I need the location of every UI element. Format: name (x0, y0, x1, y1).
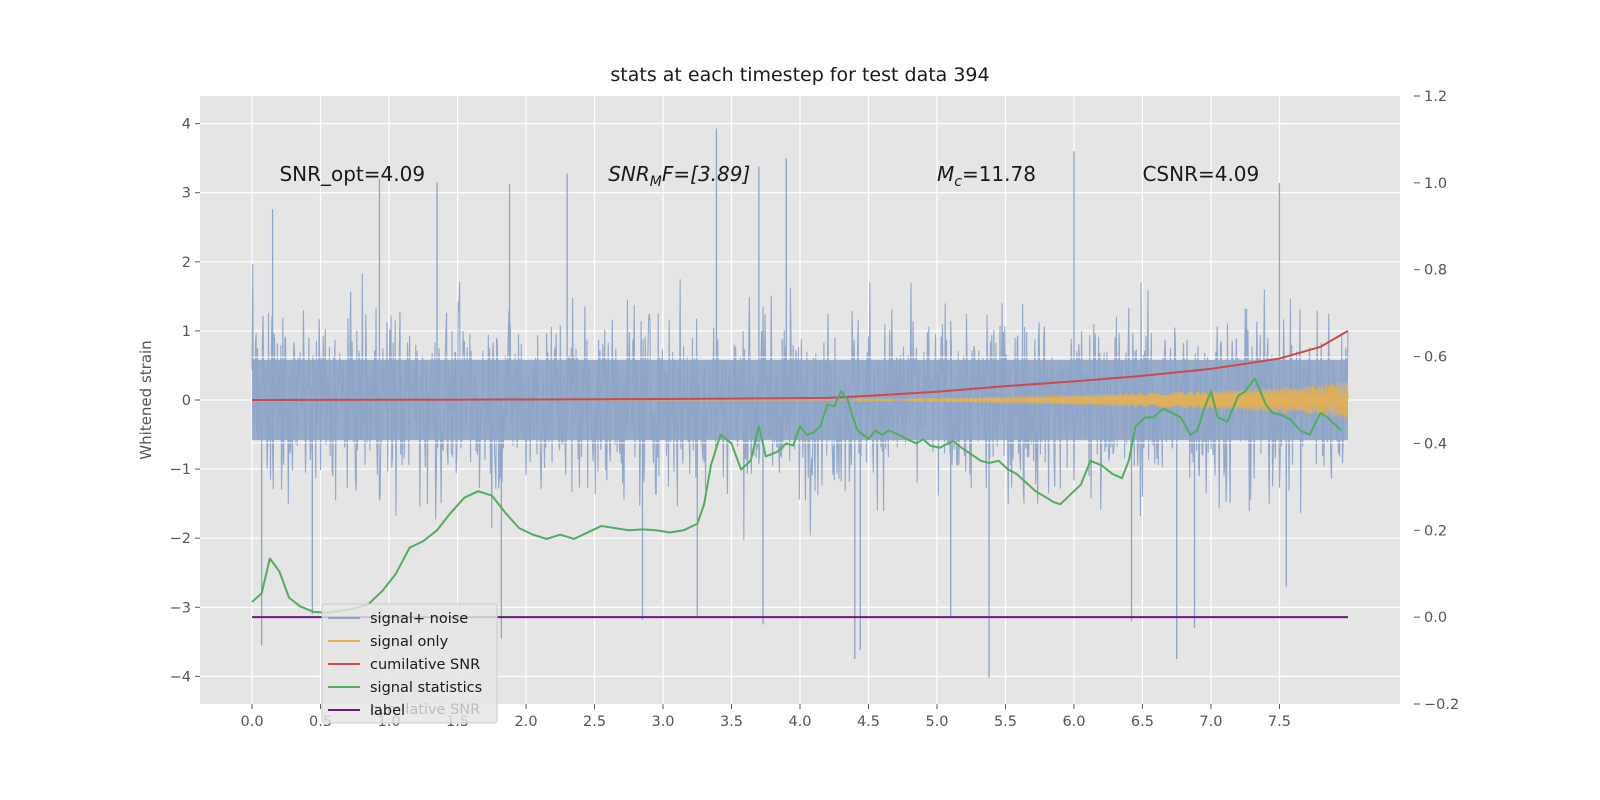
y-tick-label: 4 (182, 117, 191, 133)
y-right-tick-label: 0.0 (1424, 610, 1447, 626)
annotation-text: CSNR=4.09 (1142, 162, 1259, 186)
chart-title: stats at each timestep for test data 394 (610, 64, 989, 86)
x-tick-label: 4.0 (788, 714, 811, 730)
x-tick-label: 2.0 (514, 714, 537, 730)
y-right-tick-label: 0.4 (1424, 436, 1447, 452)
annotation-subscript: c (954, 174, 962, 190)
y-right-tick-label: 0.8 (1424, 263, 1447, 279)
y-tick-label: 0 (182, 393, 191, 409)
x-tick-label: 6.5 (1131, 714, 1154, 730)
y-axis-label: Whitened strain (137, 340, 155, 459)
y-tick-label: −3 (170, 600, 191, 616)
legend-label: cumilative SNR (370, 657, 480, 673)
y-tick-label: 3 (182, 186, 191, 202)
y-right-tick-label: 1.2 (1424, 89, 1447, 105)
legend-label: signal only (370, 634, 449, 650)
legend-label: label (370, 703, 405, 719)
cumulative-snr-line (252, 330, 1349, 401)
legend-label: signal statistics (370, 680, 482, 696)
annotation-text: SNR_opt=4.09 (279, 162, 425, 186)
legend-ghost-text: cumilative SNR (370, 702, 480, 718)
x-tick-label: 5.5 (994, 714, 1017, 730)
annotation-text: Mc=11.78 (937, 162, 1036, 190)
y-right-tick-label: 0.6 (1424, 350, 1447, 366)
annotation-tail: F=[3.89] (662, 162, 750, 186)
y-right-tick-label: −0.2 (1424, 697, 1459, 713)
signal-statistics-line (251, 377, 1342, 614)
y-tick-label: 1 (182, 324, 191, 340)
legend-box (321, 603, 498, 724)
y-tick-label: −1 (170, 462, 191, 478)
y-tick-label: −4 (170, 669, 191, 685)
x-tick-label: 4.5 (857, 714, 880, 730)
x-tick-label: 7.0 (1199, 714, 1222, 730)
y-tick-label: −2 (170, 531, 191, 547)
y-tick-label: 2 (182, 255, 191, 271)
annotation-text: SNRMF=[3.89] (608, 162, 750, 190)
x-tick-label: 2.5 (583, 714, 606, 730)
x-tick-label: 3.0 (651, 714, 674, 730)
y-right-tick-label: 1.0 (1424, 176, 1447, 192)
annotation-main: SNR (608, 162, 650, 186)
x-tick-label: 5.0 (925, 714, 948, 730)
annotation-subscript: M (650, 174, 662, 190)
x-tick-label: 0.0 (241, 714, 264, 730)
x-tick-label: 6.0 (1062, 714, 1085, 730)
annotation-main: M (937, 162, 954, 186)
annotation-tail: =11.78 (962, 162, 1036, 186)
y-right-tick-label: 0.2 (1424, 523, 1447, 539)
x-tick-label: 7.5 (1268, 714, 1291, 730)
legend: cumilative SNR signal+ noise signal only cu… (321, 603, 498, 724)
annotations: SNR_opt=4.09 SNRMF=[3.89] Mc=11.78 CSNR=4.0… (279, 162, 1259, 190)
x-tick-label: 3.5 (720, 714, 743, 730)
legend-label: signal+ noise (370, 611, 468, 627)
